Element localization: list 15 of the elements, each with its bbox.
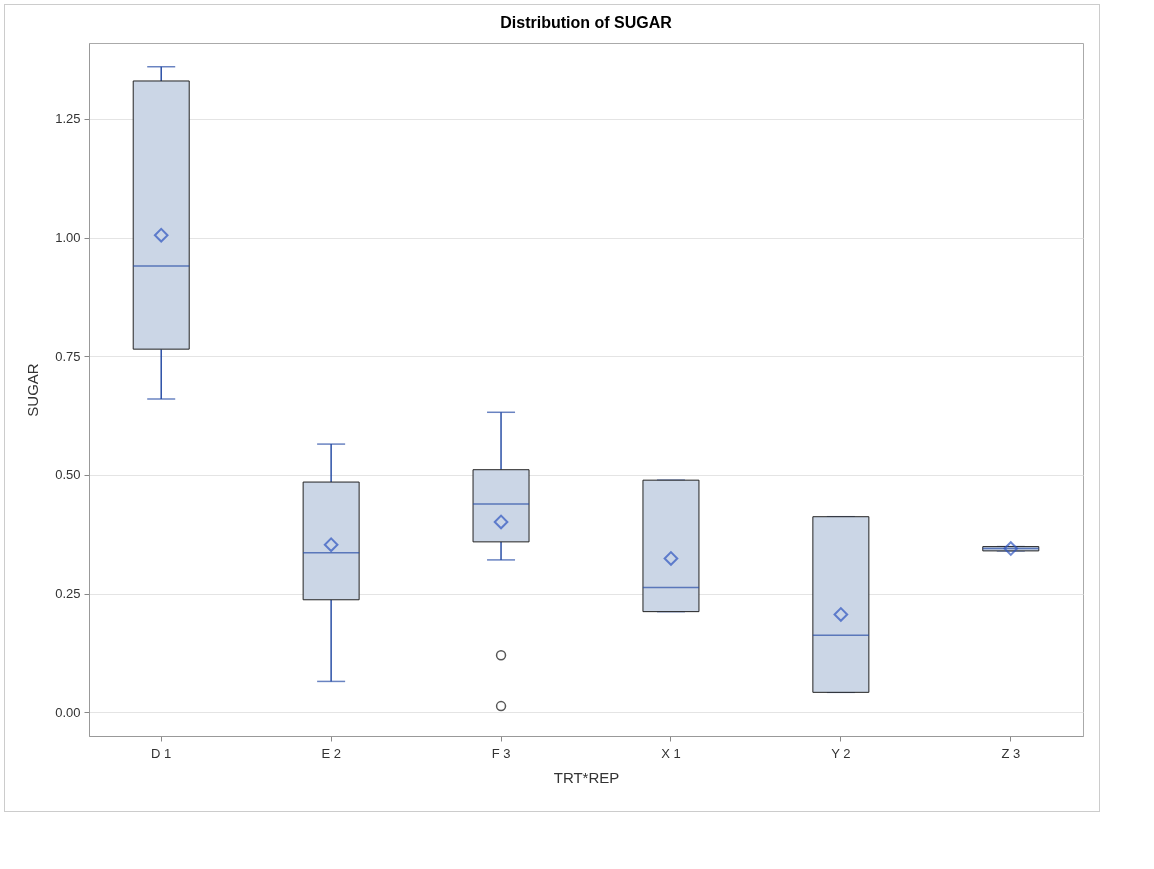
y-axis-title: SUGAR [24,363,42,417]
x-tick-label: Z 3 [1001,745,1021,761]
x-tick-label: F 3 [491,745,511,761]
y-tick-label: 0.75 [55,348,81,364]
y-tick-label: 0.50 [55,467,81,483]
chart-title: Distribution of SUGAR [500,14,673,31]
x-axis-title: TRT*REP [553,768,620,786]
x-tick-label: D 1 [151,745,172,761]
y-tick-label: 1.25 [55,111,81,127]
x-tick-label: Y 2 [831,745,851,761]
x-tick-label: E 2 [321,745,341,761]
x-tick-label: X 1 [661,745,681,761]
y-tick-label: 1.00 [55,230,81,246]
y-tick-label: 0.00 [55,704,81,720]
y-tick-label: 0.25 [55,586,81,602]
